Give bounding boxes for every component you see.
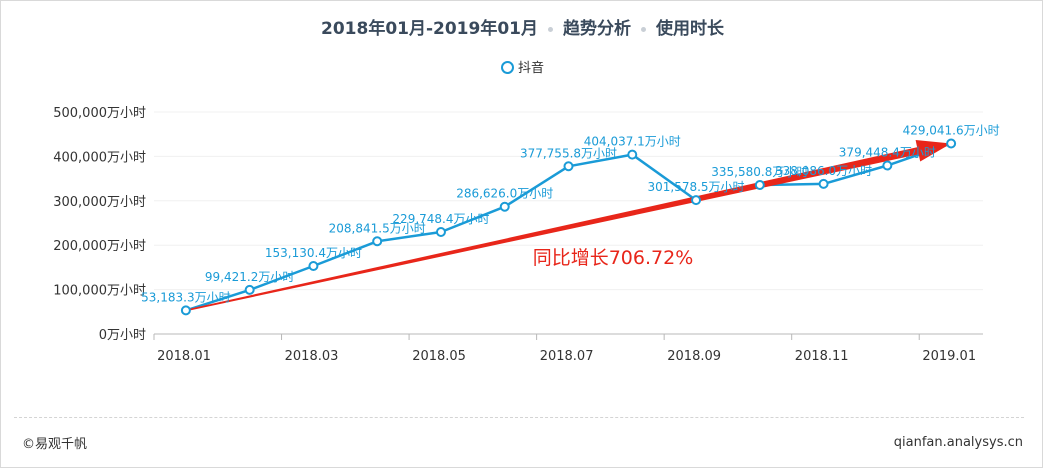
x-tick-label: 2019.01 bbox=[922, 349, 976, 364]
data-label: 153,130.4万小时 bbox=[265, 246, 362, 260]
footer-source: qianfan.analysys.cn bbox=[893, 435, 1023, 450]
y-tick-label: 0万小时 bbox=[99, 328, 146, 343]
data-point bbox=[882, 160, 893, 171]
data-label: 429,041.6万小时 bbox=[903, 124, 1000, 138]
data-point bbox=[180, 305, 191, 316]
y-tick-label: 300,000万小时 bbox=[53, 195, 146, 210]
growth-annotation: 同比增长706.72% bbox=[533, 247, 694, 269]
data-point bbox=[946, 138, 957, 149]
legend-label: 抖音 bbox=[517, 61, 544, 76]
data-point bbox=[308, 261, 319, 272]
legend[interactable]: 抖音 bbox=[0, 57, 1045, 76]
title-separator-dot bbox=[548, 26, 553, 32]
data-label: 377,755.8万小时 bbox=[520, 146, 617, 160]
data-point bbox=[499, 201, 510, 212]
title-section: 趋势分析 bbox=[563, 19, 631, 39]
title-metric: 使用时长 bbox=[656, 19, 724, 39]
data-label: 335,580.8万小时 bbox=[711, 165, 808, 179]
data-point bbox=[691, 195, 702, 206]
footer-divider bbox=[14, 417, 1024, 418]
title-separator-dot bbox=[641, 26, 646, 32]
data-point bbox=[627, 149, 638, 160]
title-period: 2018年01月-2019年01月 bbox=[321, 19, 538, 39]
data-label: 208,841.5万小时 bbox=[329, 221, 426, 235]
data-label: 53,183.3万小时 bbox=[141, 290, 230, 304]
y-tick-label: 500,000万小时 bbox=[53, 106, 146, 121]
x-tick-label: 2018.11 bbox=[795, 349, 849, 364]
data-label: 99,421.2万小时 bbox=[205, 270, 294, 284]
legend-marker-icon bbox=[500, 61, 514, 74]
x-tick-label: 2018.07 bbox=[540, 349, 594, 364]
x-tick-label: 2018.09 bbox=[667, 349, 721, 364]
y-tick-label: 100,000万小时 bbox=[53, 284, 146, 299]
data-label: 229,748.4万小时 bbox=[392, 212, 489, 226]
data-point bbox=[244, 284, 255, 295]
x-tick-label: 2018.03 bbox=[285, 349, 339, 364]
data-point bbox=[372, 236, 383, 247]
data-label: 301,578.5万小时 bbox=[647, 180, 744, 194]
data-label: 404,037.1万小时 bbox=[584, 135, 681, 149]
footer-copyright: ©易观千帆 bbox=[22, 437, 88, 452]
data-label: 286,626.0万小时 bbox=[456, 187, 553, 201]
data-point bbox=[818, 178, 829, 189]
data-point bbox=[435, 226, 446, 237]
data-label: 338,086.0万小时 bbox=[775, 164, 872, 178]
x-tick-label: 2018.05 bbox=[412, 349, 466, 364]
chart-title: 2018年01月-2019年01月 趋势分析 使用时长 bbox=[0, 14, 1045, 39]
y-tick-label: 200,000万小时 bbox=[53, 239, 146, 254]
data-point bbox=[754, 180, 765, 191]
y-tick-label: 400,000万小时 bbox=[53, 150, 146, 165]
data-point bbox=[563, 161, 574, 172]
x-tick-label: 2018.01 bbox=[157, 349, 211, 364]
data-label: 379,448.4万小时 bbox=[839, 146, 936, 160]
